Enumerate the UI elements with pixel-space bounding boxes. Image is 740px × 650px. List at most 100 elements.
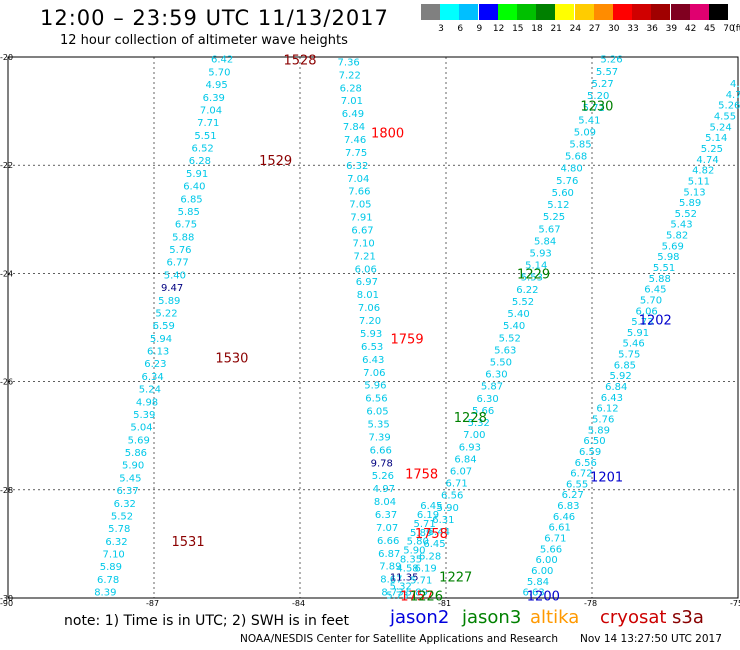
color-swatch [497, 4, 517, 20]
altimeter-map-plot: -20 -22 -24 -26 -28 -30-90 -87 -84 -81 -78 -75 6.42… [0, 53, 740, 606]
wave-height-value: 5.35 [367, 419, 389, 430]
mission-altika: altika [530, 607, 580, 628]
wave-height-value: 6.59 [153, 321, 175, 332]
wave-height-value: 7.10 [352, 238, 374, 249]
wave-height-value: 5.98 [657, 252, 679, 263]
y-tick-label: -28 [0, 486, 13, 495]
wave-height-value: 5.91 [627, 328, 649, 339]
wave-height-value: 4.6 [730, 79, 740, 90]
color-scale-label: 39 [665, 24, 678, 34]
wave-height-value: 5.87 [481, 382, 503, 393]
y-tick-label: -20 [0, 53, 13, 62]
wave-height-value: 6.37 [375, 510, 397, 521]
wave-height-value: 6.19 [415, 563, 437, 574]
wave-height-value: 5.12 [547, 200, 569, 211]
wave-height-value: 6.56 [441, 491, 463, 502]
wave-height-value: 5.14 [705, 133, 727, 144]
wave-height-value: 6.39 [203, 93, 225, 104]
color-scale-unit: (ft) [732, 24, 740, 34]
wave-height-value: 5.32 [468, 418, 490, 429]
wave-height-value: 6.30 [476, 394, 498, 405]
wave-height-value: 6.06 [636, 306, 658, 317]
wave-height-value: 5.68 [565, 152, 587, 163]
wave-height-value: 5.24 [709, 122, 731, 133]
wave-height-value: 6.12 [596, 404, 618, 415]
wave-height-value: 5.72 [583, 103, 605, 114]
wave-height-value: 5.66 [540, 544, 562, 555]
wave-height-value: 6.56 [365, 394, 387, 405]
wave-height-value: 6.67 [351, 226, 373, 237]
pass-time-label: 1201 [590, 470, 623, 485]
wave-height-value: 5.76 [556, 176, 578, 187]
wave-height-value: 5.40 [164, 270, 186, 281]
color-swatch [536, 4, 556, 20]
wave-height-value: 6.43 [362, 355, 384, 366]
wave-height-value: 5.86 [125, 448, 147, 459]
wave-height-value: 6.84 [454, 454, 476, 465]
wave-height-value: 5.73 [631, 317, 653, 328]
color-scale-label: 24 [569, 24, 582, 34]
pass-time-label: 1202 [639, 313, 672, 328]
wave-height-value: 5.25 [543, 212, 565, 223]
pass-time-label: 1530 [215, 351, 248, 366]
wave-height-value: 6.78 [97, 575, 119, 586]
color-swatch [459, 4, 479, 20]
wave-height-value: 5.84 [534, 236, 556, 247]
x-tick-label: -90 [0, 599, 13, 606]
wave-height-value: 6.05 [366, 407, 388, 418]
wave-height-value: 7.36 [338, 57, 360, 68]
pass-time-label: 1529 [259, 154, 292, 169]
wave-height-value: 5.89 [406, 588, 428, 599]
wave-height-value: 9.47 [161, 283, 183, 294]
wave-height-value: 6.53 [361, 342, 383, 353]
wave-height-value: 5.20 [587, 91, 609, 102]
wave-height-value: 6.66 [370, 445, 392, 456]
wave-height-value: 6.46 [553, 512, 575, 523]
color-scale-label: 18 [531, 24, 543, 34]
chart-subtitle: 12 hour collection of altimeter wave hei… [60, 33, 348, 48]
wave-height-value: 5.93 [530, 248, 552, 259]
wave-height-value: 6.34 [141, 372, 163, 383]
color-swatch [593, 4, 613, 20]
wave-height-value: 7.04 [200, 105, 222, 116]
wave-height-value: 6.45 [420, 501, 442, 512]
wave-height-value: 5.11 [688, 176, 710, 187]
wave-height-value: 5.73 [386, 590, 408, 601]
wave-height-value: 6.84 [605, 382, 627, 393]
wave-height-value: 7.66 [348, 187, 370, 198]
wave-height-value: 6.55 [566, 479, 588, 490]
wave-height-value: 5.89 [100, 562, 122, 573]
wave-height-value: 5.45 [119, 473, 141, 484]
wave-height-value: 7.07 [376, 523, 398, 534]
wave-height-value: 6.32 [346, 161, 368, 172]
color-scale-label: 30 [608, 24, 620, 34]
color-scale-label: 42 [684, 24, 697, 34]
y-tick-label: -24 [0, 269, 13, 278]
wave-height-value: 6.71 [544, 533, 566, 544]
wave-height-value: 5.67 [538, 224, 560, 235]
color-scale-label: 45 [704, 24, 716, 34]
wave-height-value: 6.50 [583, 436, 605, 447]
pass-time-label: 1758 [415, 527, 448, 542]
mission-jason3: jason3 [462, 607, 522, 628]
wave-height-value: 6.43 [601, 393, 623, 404]
wave-height-value: 5.91 [186, 169, 208, 180]
wave-height-value: 6.45 [644, 285, 666, 296]
wave-height-value: 6.59 [579, 447, 601, 458]
wave-height-value: 11.35 [390, 572, 419, 583]
wave-height-value: 6.27 [562, 490, 584, 501]
wave-height-value: 6.56 [575, 458, 597, 469]
wave-height-value: 6.40 [183, 182, 205, 193]
wave-height-value: 5.40 [503, 321, 525, 332]
wave-height-value: 6.37 [116, 486, 138, 497]
wave-height-value: 6.00 [531, 566, 553, 577]
wave-height-value: 7.22 [339, 70, 361, 81]
wave-height-value: 4.74 [696, 155, 718, 166]
color-scale-label: 9 [476, 24, 483, 34]
wave-height-value: 6.63 [522, 588, 544, 599]
pass-time-label: 1758 [405, 468, 438, 483]
x-tick-label: -84 [292, 599, 305, 606]
y-tick-label: -22 [0, 161, 13, 170]
color-swatch [421, 4, 440, 20]
wave-height-value: 5.46 [622, 339, 644, 350]
